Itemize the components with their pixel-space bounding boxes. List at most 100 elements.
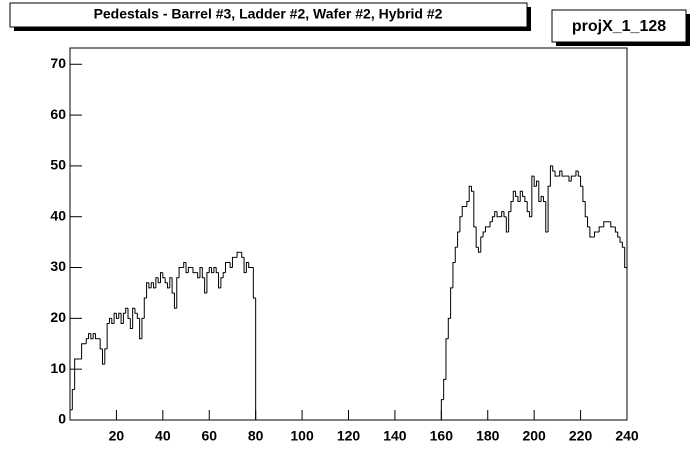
histogram-bin <box>552 165 556 172</box>
x-tick-label: 20 <box>109 428 125 444</box>
histogram-bin <box>447 317 451 339</box>
y-tick-label: 30 <box>50 258 66 274</box>
y-tick-label: 0 <box>58 411 66 427</box>
histogram-bin <box>554 170 558 177</box>
histogram-bin <box>457 231 460 248</box>
x-tick-label: 100 <box>290 428 314 444</box>
histogram-bin <box>443 378 446 400</box>
stats-box <box>551 9 687 43</box>
chart-title: Pedestals - Barrel #3, Ladder #2, Wafer … <box>94 6 443 22</box>
histogram-bin <box>183 261 187 268</box>
histogram-bin <box>533 176 537 187</box>
histogram-bin <box>211 267 214 274</box>
histogram-bin <box>187 267 191 273</box>
histogram-bin <box>255 298 258 421</box>
histogram-bin <box>477 247 481 253</box>
x-tick-label: 80 <box>248 428 264 444</box>
x-tick-label: 140 <box>383 428 407 444</box>
histogram-bin <box>580 176 583 187</box>
histogram-bin <box>176 277 180 309</box>
histogram-bin <box>450 287 453 319</box>
y-tick-label: 60 <box>50 106 66 122</box>
y-tick-label: 20 <box>50 309 66 325</box>
histogram-bin <box>529 211 532 218</box>
histogram-bin <box>153 282 156 289</box>
histogram-bin <box>127 308 131 319</box>
histogram-bin <box>549 165 553 187</box>
histogram-bin <box>491 216 495 222</box>
histogram-bin <box>459 216 463 232</box>
histogram-bin <box>215 267 219 274</box>
histogram-bin <box>95 333 98 340</box>
histogram-bin <box>610 221 614 228</box>
y-tick-label: 70 <box>50 55 66 71</box>
x-tick-label: 240 <box>615 428 639 444</box>
histogram-bin <box>545 201 549 233</box>
histogram-bin <box>582 186 586 202</box>
histogram-bin <box>547 185 551 232</box>
histogram-bin <box>224 261 228 273</box>
x-tick-label: 40 <box>155 428 171 444</box>
histogram-bin <box>619 237 623 243</box>
histogram-bin <box>169 277 173 288</box>
histogram-bin <box>471 186 474 192</box>
histogram-bin <box>118 312 122 319</box>
histogram-bin <box>484 226 488 232</box>
histogram-bin <box>197 272 200 279</box>
histogram-bin <box>452 261 456 288</box>
histogram-bin <box>589 226 593 238</box>
histogram-bin <box>519 190 523 202</box>
histogram-bin <box>129 318 133 330</box>
histogram-bin <box>236 251 240 258</box>
title-box <box>9 2 528 28</box>
x-tick-label: 200 <box>522 428 546 444</box>
histogram-bin <box>101 348 105 365</box>
histogram-bin <box>489 221 493 227</box>
histogram-bin <box>173 292 177 309</box>
histogram-bin <box>508 211 511 232</box>
histogram-bin <box>603 221 607 227</box>
histogram-bin <box>213 267 217 273</box>
histogram-bin <box>106 322 110 349</box>
y-tick-label: 50 <box>50 157 66 173</box>
histogram-bin <box>482 231 486 238</box>
histogram-bin <box>542 196 546 202</box>
histogram-bin <box>517 196 521 202</box>
histogram-bin <box>192 267 196 274</box>
histogram-bin <box>510 200 514 212</box>
histogram-bin <box>71 389 75 410</box>
histogram-bin <box>440 399 444 420</box>
histogram-bin <box>568 176 572 182</box>
histogram-bin <box>141 317 145 339</box>
histogram-bin <box>494 211 498 217</box>
histogram-bin <box>199 267 203 278</box>
histogram-bin <box>575 170 579 177</box>
histogram-bin <box>531 175 535 217</box>
histogram-bin <box>162 272 166 279</box>
histogram-bin <box>461 206 465 217</box>
histogram-bin <box>120 313 124 324</box>
histogram-bin <box>468 185 472 202</box>
histogram-bin <box>81 343 84 360</box>
histogram-bin <box>624 247 628 420</box>
histogram-bin <box>90 333 94 340</box>
x-tick-label: 60 <box>201 428 217 444</box>
histogram-bin <box>155 277 159 288</box>
histogram-bin <box>524 196 528 202</box>
histogram-bin <box>584 201 588 218</box>
histogram-bin <box>473 191 477 228</box>
histogram-bin <box>496 211 500 218</box>
histogram-bin <box>113 312 117 324</box>
histogram-bin <box>134 308 138 314</box>
x-tick-label: 220 <box>569 428 593 444</box>
histogram-bin <box>445 338 449 380</box>
histogram-bin <box>164 277 168 284</box>
histogram-bin <box>475 226 479 248</box>
x-tick-label: 180 <box>476 428 500 444</box>
histogram-bin <box>88 333 91 339</box>
histogram-bin <box>505 216 509 233</box>
histogram-bin <box>178 267 182 278</box>
histogram-bin <box>614 226 618 233</box>
histogram-bin <box>503 211 507 218</box>
histogram-bin <box>535 180 539 187</box>
